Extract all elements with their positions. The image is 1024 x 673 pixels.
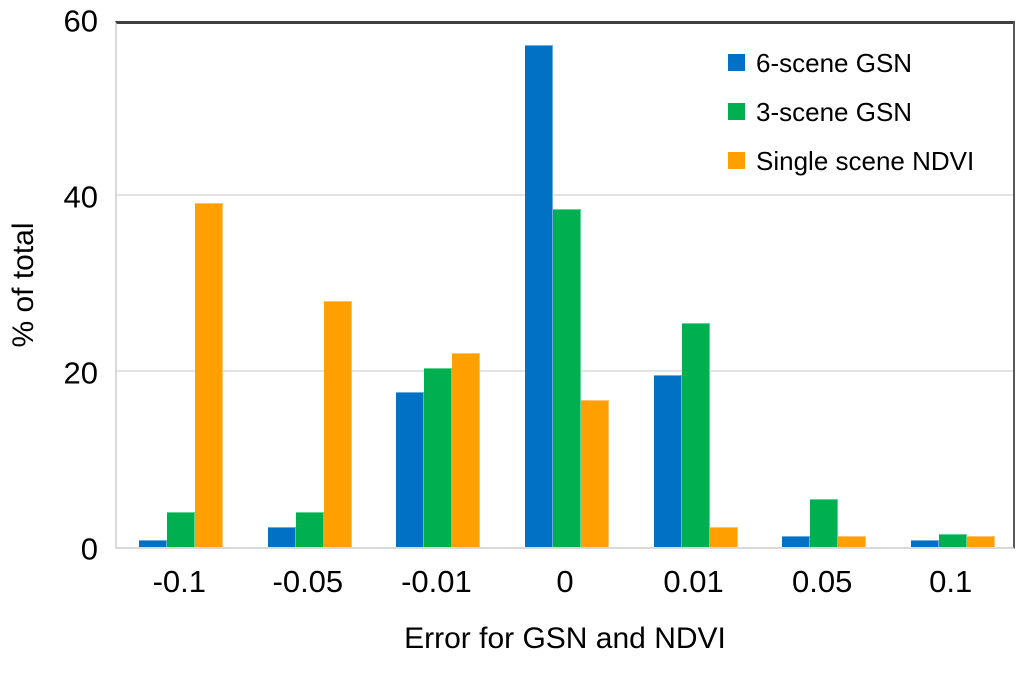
gridline-y40 [117,194,1013,196]
bar-3-scene-gsn-x0 [553,209,581,547]
bar-single-scene-ndvi-x0.1 [966,535,995,547]
bar-6-scene-gsn-x0.01 [653,375,682,547]
legend-item: Single scene NDVI [728,136,974,185]
y-tick-label: 40 [63,179,98,215]
bar-single-scene-ndvi-x0.05 [838,535,867,547]
bar-3-scene-gsn-x-0.1 [167,511,196,547]
bar-6-scene-gsn-x-0.1 [139,539,168,547]
bar-6-scene-gsn-x-0.01 [396,392,425,547]
bar-3-scene-gsn-x0.01 [681,322,710,547]
legend-label: 3-scene GSN [756,96,913,127]
plot-area [115,21,1015,549]
legend-item: 6-scene GSN [728,38,974,87]
bar-single-scene-ndvi-x-0.1 [195,202,224,547]
legend-label: Single scene NDVI [756,145,975,176]
bar-3-scene-gsn-x0.1 [938,533,967,547]
x-tick-label: 0.1 [929,564,973,599]
legend-swatch-icon [728,152,745,169]
bar-6-scene-gsn-x-0.05 [267,526,296,547]
x-tick-label: -0.1 [152,564,206,599]
y-tick-label: 0 [80,531,98,567]
x-tick-label: -0.01 [401,564,472,599]
bar-single-scene-ndvi-x0.01 [709,526,738,547]
bar-6-scene-gsn-x0.1 [910,539,939,547]
bar-single-scene-ndvi-x-0.05 [323,301,352,547]
bar-6-scene-gsn-x0 [525,44,553,547]
x-tick-label: 0 [556,564,574,599]
legend-label: 6-scene GSN [756,47,913,78]
bar-single-scene-ndvi-x0 [581,400,609,547]
legend: 6-scene GSN 3-scene GSN Single scene NDVI [728,38,974,185]
y-tick-label: 60 [63,3,98,39]
legend-item: 3-scene GSN [728,87,974,136]
x-tick-label: 0.01 [663,564,724,599]
x-axis-title: Error for GSN and NDVI [404,622,726,655]
legend-swatch-icon [728,103,745,120]
y-tick-label: 20 [63,355,98,391]
bar-6-scene-gsn-x0.05 [782,536,811,547]
x-tick-label: -0.05 [272,564,344,599]
bar-3-scene-gsn-x0.05 [810,498,839,547]
x-tick-label: 0.05 [791,564,853,599]
bar-3-scene-gsn-x-0.05 [295,511,324,547]
bar-single-scene-ndvi-x-0.01 [452,353,481,547]
bar-3-scene-gsn-x-0.01 [424,368,453,547]
legend-swatch-icon [728,54,745,71]
y-axis-tick-labels: 0 20 40 60 [0,0,98,673]
